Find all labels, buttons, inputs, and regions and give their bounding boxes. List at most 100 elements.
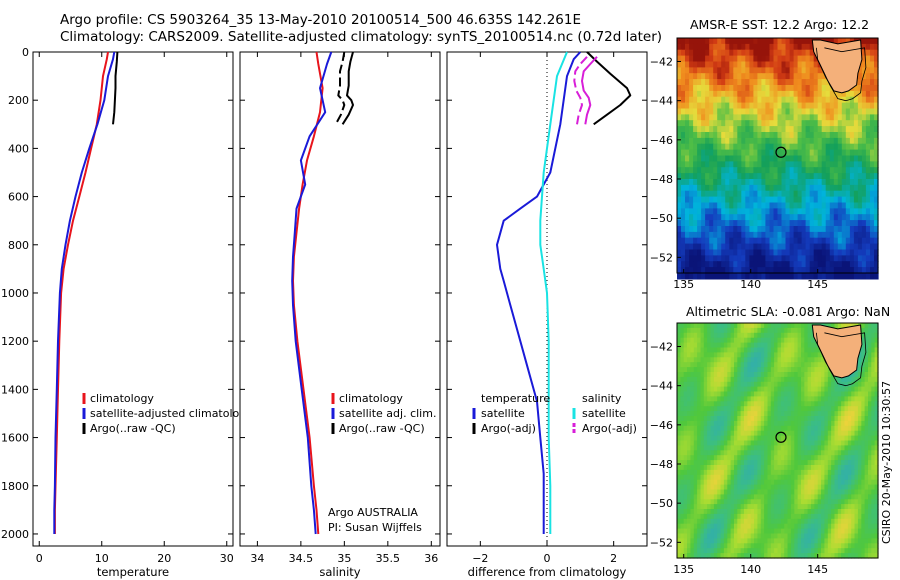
heatmap-cell bbox=[717, 386, 722, 393]
heatmap-cell bbox=[723, 528, 728, 535]
heatmap-cell bbox=[749, 67, 754, 74]
heatmap-cell bbox=[797, 450, 802, 456]
heatmap-cell bbox=[689, 173, 694, 180]
heatmap-cell bbox=[837, 161, 843, 168]
heatmap-cell bbox=[874, 450, 879, 456]
heatmap-cell bbox=[740, 484, 745, 491]
heatmap-cell bbox=[864, 445, 869, 451]
heatmap-cell bbox=[685, 38, 690, 45]
heatmap-cell bbox=[713, 376, 718, 383]
heatmap-cell bbox=[685, 96, 690, 104]
heatmap-cell bbox=[683, 357, 688, 363]
heatmap-cell bbox=[789, 55, 795, 63]
heatmap-cell bbox=[725, 220, 730, 227]
heatmap-cell bbox=[737, 79, 742, 86]
heatmap-cell bbox=[693, 465, 698, 471]
heatmap-cell bbox=[861, 143, 867, 151]
heatmap-cell bbox=[801, 499, 805, 505]
heatmap-cell bbox=[769, 90, 775, 98]
heatmap-cell bbox=[813, 273, 819, 280]
heatmap-cell bbox=[794, 391, 799, 397]
heatmap-cell bbox=[837, 90, 843, 98]
heatmap-cell bbox=[805, 132, 811, 139]
heatmap-cell bbox=[853, 190, 859, 198]
heatmap-cell bbox=[874, 352, 879, 358]
heatmap-cell bbox=[765, 161, 770, 168]
heatmap-cell bbox=[841, 455, 846, 461]
heatmap-cell bbox=[727, 396, 732, 402]
heatmap-cell bbox=[730, 401, 735, 407]
heatmap-cell bbox=[720, 367, 725, 373]
heatmap-cell bbox=[761, 155, 766, 162]
heatmap-cell bbox=[764, 357, 769, 363]
heatmap-cell bbox=[777, 249, 783, 256]
heatmap-cell bbox=[777, 440, 782, 446]
heatmap-cell bbox=[870, 243, 875, 251]
heatmap-cell bbox=[804, 332, 809, 339]
heatmap-cell bbox=[785, 132, 791, 139]
heatmap-cell bbox=[857, 406, 862, 412]
heatmap-cell bbox=[821, 149, 827, 157]
heatmap-cell bbox=[797, 73, 803, 80]
plot-frame bbox=[239, 51, 441, 547]
heatmap-cell bbox=[837, 102, 843, 110]
heatmap-cell bbox=[793, 108, 799, 115]
heatmap-cell bbox=[813, 249, 819, 256]
heatmap-cell bbox=[764, 430, 769, 437]
heatmap-cell bbox=[717, 376, 722, 383]
heatmap-cell bbox=[700, 391, 705, 397]
heatmap-cell bbox=[749, 231, 754, 239]
heatmap-cell bbox=[781, 226, 787, 233]
heatmap-cell bbox=[804, 465, 809, 471]
series-line-temperature-argo-adj- bbox=[586, 51, 632, 126]
heatmap-cell bbox=[757, 202, 762, 209]
heatmap-cell bbox=[729, 249, 734, 256]
heatmap-cell bbox=[847, 469, 852, 476]
heatmap-cell bbox=[874, 396, 879, 402]
heatmap-cell bbox=[677, 513, 681, 520]
heatmap-cell bbox=[817, 469, 822, 476]
heatmap-cell bbox=[870, 143, 875, 151]
heatmap-cell bbox=[734, 538, 738, 544]
heatmap-cell bbox=[693, 220, 698, 227]
heatmap-cell bbox=[773, 85, 779, 92]
heatmap-cell bbox=[697, 425, 702, 432]
heatmap-cell bbox=[785, 243, 791, 251]
heatmap-cell bbox=[801, 114, 807, 121]
heatmap-cell bbox=[717, 538, 722, 544]
heatmap-cell bbox=[764, 445, 769, 451]
heatmap-cell bbox=[713, 261, 718, 268]
heatmap-cell bbox=[813, 137, 819, 145]
heatmap-cell bbox=[750, 347, 755, 353]
heatmap-cell bbox=[687, 499, 691, 505]
heatmap-cell bbox=[797, 518, 802, 525]
heatmap-cell bbox=[837, 538, 842, 544]
heatmap-cell bbox=[790, 518, 795, 525]
heatmap-cell bbox=[713, 108, 718, 115]
heatmap-cell bbox=[744, 489, 748, 495]
heatmap-cell bbox=[813, 73, 819, 80]
heatmap-cell bbox=[837, 425, 842, 432]
heatmap-cell bbox=[807, 543, 812, 549]
heatmap-cell bbox=[753, 161, 758, 168]
heatmap-cell bbox=[793, 120, 799, 127]
heatmap-cell bbox=[737, 323, 742, 329]
heatmap-cell bbox=[797, 85, 803, 92]
heatmap-cell bbox=[744, 337, 748, 344]
heatmap-cell bbox=[845, 132, 851, 139]
heatmap-cell bbox=[868, 420, 872, 427]
heatmap-cell bbox=[853, 137, 859, 145]
heatmap-cell bbox=[689, 196, 694, 204]
heatmap-cell bbox=[825, 255, 831, 262]
heatmap-cell bbox=[757, 494, 762, 500]
heatmap-cell bbox=[793, 132, 799, 139]
heatmap-cell bbox=[821, 391, 825, 397]
heatmap-cell bbox=[693, 126, 698, 133]
heatmap-cell bbox=[769, 231, 775, 239]
heatmap-cell bbox=[740, 435, 745, 442]
heatmap-cell bbox=[777, 362, 782, 368]
heatmap-cell bbox=[680, 513, 685, 520]
heatmap-cell bbox=[780, 323, 785, 329]
heatmap-cell bbox=[690, 347, 695, 353]
heatmap-cell bbox=[829, 161, 835, 168]
